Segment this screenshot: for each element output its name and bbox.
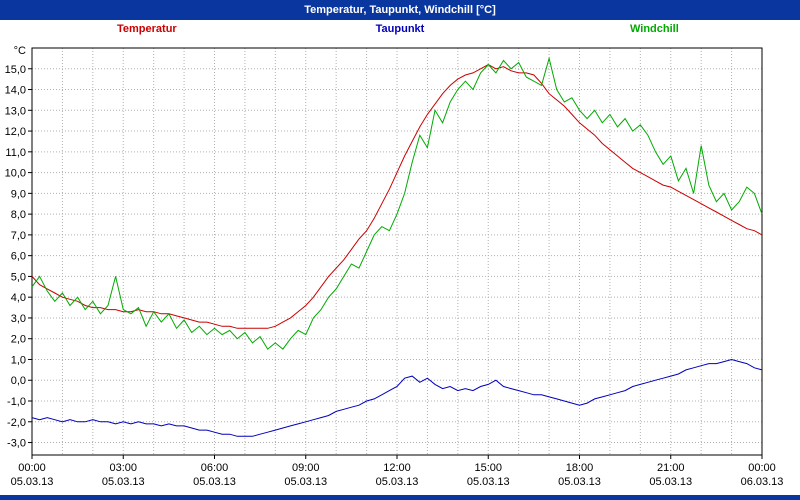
y-tick-label: 13,0 — [5, 105, 26, 117]
y-tick-label: 8,0 — [11, 209, 26, 221]
y-tick-label: 10,0 — [5, 168, 26, 180]
y-tick-label: 5,0 — [11, 271, 26, 283]
x-tick-time-label: 15:00 — [474, 462, 502, 474]
x-tick-date-label: 05.03.13 — [284, 476, 327, 488]
x-tick-date-label: 05.03.13 — [649, 476, 692, 488]
x-tick-time-label: 06:00 — [201, 462, 229, 474]
y-tick-label: -2,0 — [7, 417, 26, 429]
y-tick-label: 14,0 — [5, 85, 26, 97]
x-tick-date-label: 05.03.13 — [11, 476, 54, 488]
y-tick-label: 1,0 — [11, 354, 26, 366]
x-tick-date-label: 05.03.13 — [376, 476, 419, 488]
legend-temperatur: Temperatur — [117, 23, 177, 35]
y-tick-label: 15,0 — [5, 64, 26, 76]
legend-taupunkt: Taupunkt — [375, 23, 425, 35]
chart-svg: 15,0 14,0 13,0 12,0 11,0 10,0 9,0 8,0 7,0 6,0 5,0 4… — [5, 45, 784, 488]
series-line-taupunkt — [31, 358, 763, 437]
window-title: Temperatur, Taupunkt, Windchill [°C] — [0, 0, 800, 20]
x-tick-date-label: 05.03.13 — [102, 476, 145, 488]
x-tick-date-label: 05.03.13 — [467, 476, 510, 488]
y-axis-unit-label: °C — [14, 45, 26, 57]
x-tick-time-label: 00:00 — [748, 462, 776, 474]
y-tick-label: 7,0 — [11, 230, 26, 242]
series-line-windchill — [31, 56, 763, 350]
y-tick-label: -1,0 — [7, 396, 26, 408]
x-tick-time-label: 09:00 — [292, 462, 320, 474]
x-tick-time-label: 00:00 — [18, 462, 46, 474]
bottom-bar — [0, 495, 800, 500]
x-tick-date-label: 05.03.13 — [193, 476, 236, 488]
y-tick-label: 6,0 — [11, 251, 26, 263]
y-tick-label: 4,0 — [11, 292, 26, 304]
y-tick-label: 11,0 — [5, 147, 26, 159]
x-tick-time-label: 03:00 — [109, 462, 137, 474]
chart-legend: Temperatur Taupunkt Windchill — [0, 20, 800, 40]
x-tick-time-label: 18:00 — [566, 462, 594, 474]
y-tick-label: 2,0 — [11, 334, 26, 346]
y-tick-label: 12,0 — [5, 126, 26, 138]
y-tick-label: -3,0 — [7, 438, 26, 450]
legend-windchill: Windchill — [630, 23, 679, 35]
y-tick-label: 0,0 — [11, 375, 26, 387]
x-tick-date-label: 06.03.13 — [741, 476, 784, 488]
y-tick-label: 9,0 — [11, 188, 26, 200]
window-title-text: Temperatur, Taupunkt, Windchill [°C] — [304, 4, 496, 16]
y-tick-label: 3,0 — [11, 313, 26, 325]
x-tick-time-label: 21:00 — [657, 462, 685, 474]
x-tick-time-label: 12:00 — [383, 462, 411, 474]
x-tick-date-label: 05.03.13 — [558, 476, 601, 488]
